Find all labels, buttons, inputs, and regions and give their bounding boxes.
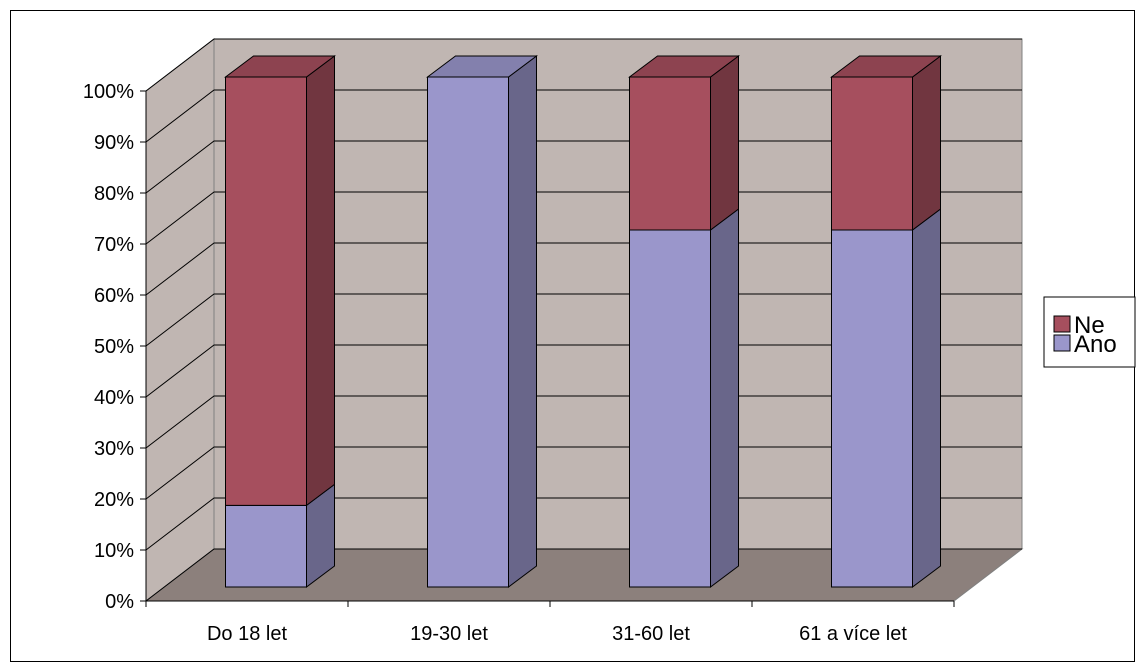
x-tick-label: 61 a více let xyxy=(799,623,907,645)
bar-front-ne xyxy=(629,76,711,231)
gridline xyxy=(145,344,1022,398)
y-tick-label: 70% xyxy=(94,234,134,256)
axes xyxy=(140,90,955,607)
y-tick-label: 20% xyxy=(94,489,134,511)
gridline xyxy=(145,140,1022,194)
y-tick-label: 0% xyxy=(105,591,134,613)
bar-side-ano xyxy=(710,208,739,588)
gridline xyxy=(145,548,1022,602)
bar-side-ne xyxy=(306,55,335,507)
bar-front-ano xyxy=(225,504,307,588)
bar-front-ne xyxy=(831,76,913,231)
bar-top-ne xyxy=(628,55,740,78)
bar-top-ne xyxy=(224,55,336,78)
gridline xyxy=(145,242,1022,296)
gridline xyxy=(145,446,1022,500)
legend-swatch-ano xyxy=(1053,334,1071,352)
bar-front-ano xyxy=(629,229,711,588)
bars xyxy=(224,55,942,588)
bar-front-ano xyxy=(427,76,509,588)
y-tick-label: 30% xyxy=(94,438,134,460)
gridline xyxy=(145,38,1022,92)
x-axis-tick-labels: Do 18 let 19-30 let 31-60 let 61 a více let xyxy=(207,623,907,645)
y-tick-label: 90% xyxy=(94,132,134,154)
bar-side-ne xyxy=(912,55,941,231)
legend-swatch-ne xyxy=(1053,315,1071,333)
gridline xyxy=(145,89,1022,143)
bar-side-ano xyxy=(912,208,941,588)
y-tick-label: 80% xyxy=(94,183,134,205)
y-tick-label: 50% xyxy=(94,336,134,358)
gridline xyxy=(145,191,1022,245)
bar-side-ano xyxy=(508,55,537,588)
gridline xyxy=(145,293,1022,347)
gridline xyxy=(145,497,1022,551)
bar-front-ne xyxy=(225,76,307,506)
y-axis-tick-labels: 0% 10% 20% 30% 40% 50% 60% 70% 80% 90% 100% xyxy=(83,81,134,613)
bar-top-ano xyxy=(426,55,538,78)
bar-top-ne xyxy=(830,55,942,78)
x-tick-label: 19-30 let xyxy=(410,623,488,645)
y-tick-label: 40% xyxy=(94,387,134,409)
bar-side-ne xyxy=(710,55,739,231)
x-tick-label: Do 18 let xyxy=(207,623,287,645)
legend-label-ano: Ano xyxy=(1074,331,1117,358)
legend-label-ne: Ne xyxy=(1074,312,1105,339)
y-tick-label: 10% xyxy=(94,540,134,562)
y-tick-label: 60% xyxy=(94,285,134,307)
gridline xyxy=(145,395,1022,449)
gridlines xyxy=(145,38,1022,602)
legend: Ne Ano xyxy=(1043,296,1136,368)
y-tick-label: 100% xyxy=(83,81,134,103)
x-tick-label: 31-60 let xyxy=(612,623,690,645)
bar-front-ano xyxy=(831,229,913,588)
